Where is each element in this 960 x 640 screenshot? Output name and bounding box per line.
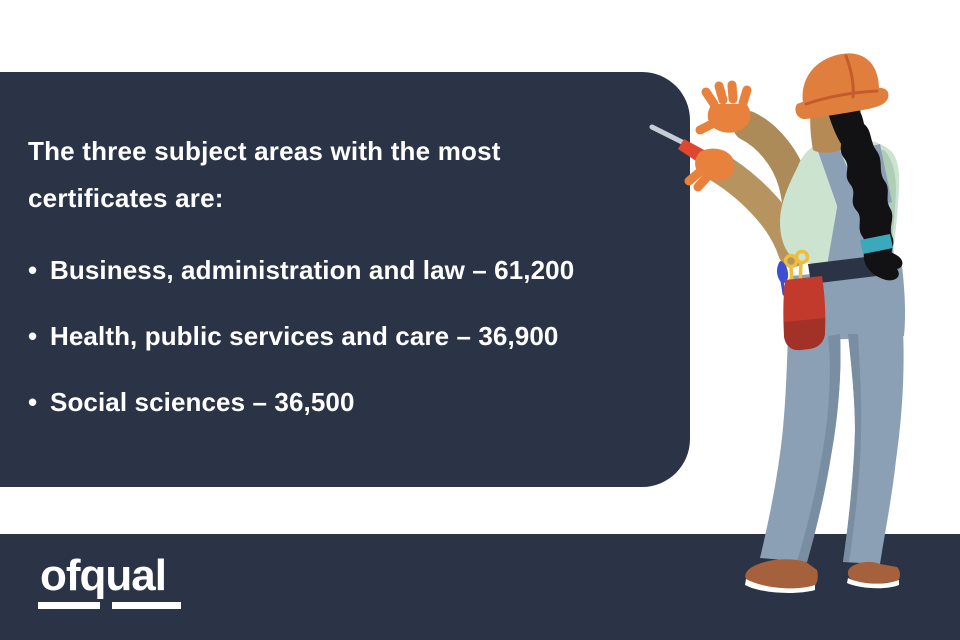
hair-clip	[846, 100, 861, 116]
stat-bullet-list: • Business, administration and law – 61,…	[28, 256, 646, 416]
screwdriver-icon	[777, 261, 789, 284]
worker-arms	[701, 111, 814, 267]
stat-social: Social sciences – 36,500	[50, 387, 355, 417]
scissors-icon	[783, 253, 799, 269]
bullet-icon: •	[28, 321, 38, 351]
info-card: The three subject areas with the most ce…	[0, 72, 690, 487]
stat-health: Health, public services and care – 36,90…	[50, 321, 559, 351]
logo-underline-right	[112, 602, 181, 609]
worker-torso	[780, 137, 906, 342]
list-item: • Business, administration and law – 61,…	[28, 256, 646, 284]
braid-band	[860, 234, 893, 254]
heading-line-1: The three subject areas with the most	[28, 136, 501, 166]
worker-legs	[760, 330, 904, 564]
stat-business: Business, administration and law – 61,20…	[50, 255, 575, 285]
worker-head	[795, 53, 903, 281]
bullet-icon: •	[28, 387, 38, 417]
heading-line-2: certificates are:	[28, 183, 224, 213]
worker-hands	[684, 80, 752, 192]
tool-pouch	[777, 249, 826, 351]
bullet-icon: •	[28, 255, 38, 285]
footer-strip: ofqual	[0, 534, 960, 640]
worker-braid	[833, 96, 894, 261]
card-heading: The three subject areas with the most ce…	[28, 128, 646, 222]
list-item: • Social sciences – 36,500	[28, 388, 646, 416]
hard-hat-icon	[802, 53, 880, 106]
list-item: • Health, public services and care – 36,…	[28, 322, 646, 350]
card-content: The three subject areas with the most ce…	[28, 128, 646, 454]
ofqual-logo: ofqual	[40, 551, 167, 600]
logo-underline-left	[38, 602, 100, 609]
